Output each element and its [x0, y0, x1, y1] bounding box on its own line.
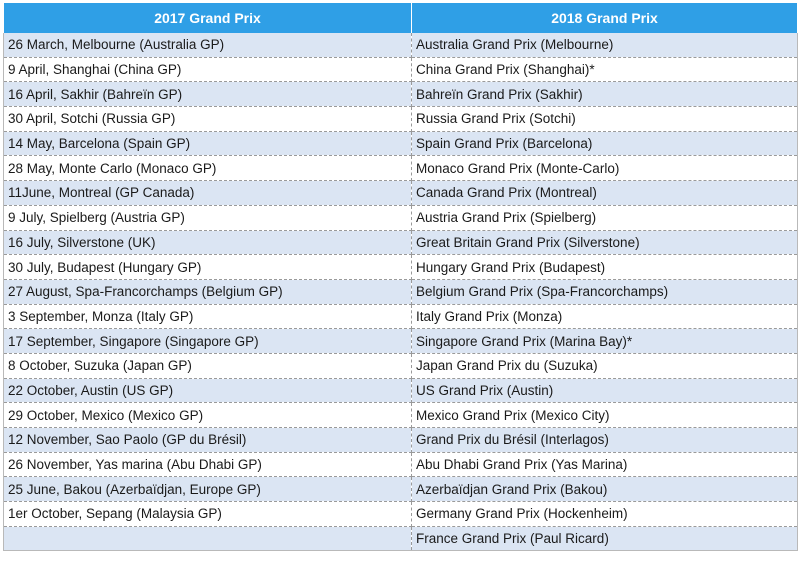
table-row: 28 May, Monte Carlo (Monaco GP) Monaco Gr… — [3, 155, 798, 182]
cell-2018-grand-prix: Belgium Grand Prix (Spa-Francorchamps) — [411, 279, 798, 305]
cell-2017-grand-prix: 30 April, Sotchi (Russia GP) — [3, 106, 412, 132]
cell-2017-grand-prix: 29 October, Mexico (Mexico GP) — [3, 402, 412, 428]
cell-2017-grand-prix: 14 May, Barcelona (Spain GP) — [3, 131, 412, 157]
table-row: 9 July, Spielberg (Austria GP) Austria Gr… — [3, 205, 798, 231]
cell-2017-grand-prix: 11June, Montreal (GP Canada) — [3, 180, 412, 206]
table-header-row: 2017 Grand Prix 2018 Grand Prix — [3, 3, 798, 33]
table-row: 14 May, Barcelona (Spain GP) Spain Grand … — [3, 131, 798, 157]
cell-2018-grand-prix: Germany Grand Prix (Hockenheim) — [411, 501, 798, 527]
cell-2017-grand-prix: 9 April, Shanghai (China GP) — [3, 57, 412, 83]
cell-2018-grand-prix: Great Britain Grand Prix (Silverstone) — [411, 230, 798, 256]
grand-prix-comparison: 2017 Grand Prix 2018 Grand Prix 26 March… — [3, 3, 798, 552]
cell-2017-grand-prix: 28 May, Monte Carlo (Monaco GP) — [3, 155, 412, 182]
cell-2017-grand-prix: 1er October, Sepang (Malaysia GP) — [3, 501, 412, 527]
cell-2018-grand-prix: France Grand Prix (Paul Ricard) — [411, 526, 798, 552]
cell-2017-grand-prix: 25 June, Bakou (Azerbaïdjan, Europe GP) — [3, 476, 412, 503]
cell-2017-grand-prix: 27 August, Spa-Francorchamps (Belgium GP… — [3, 279, 412, 305]
cell-2018-grand-prix: Mexico Grand Prix (Mexico City) — [411, 402, 798, 428]
cell-2018-grand-prix: Russia Grand Prix (Sotchi) — [411, 106, 798, 132]
table-body: 26 March, Melbourne (Australia GP) Austra… — [3, 33, 798, 552]
table-row: 11June, Montreal (GP Canada) Canada Grand… — [3, 180, 798, 206]
cell-2018-grand-prix: Japan Grand Prix du (Suzuka) — [411, 353, 798, 379]
table-row: 9 April, Shanghai (China GP) China Grand … — [3, 57, 798, 83]
cell-2018-grand-prix: Hungary Grand Prix (Budapest) — [411, 254, 798, 280]
table-row: 16 April, Sakhir (Bahreïn GP) Bahreïn Gra… — [3, 81, 798, 108]
table-row: 27 August, Spa-Francorchamps (Belgium GP… — [3, 279, 798, 305]
cell-2017-grand-prix: 3 September, Monza (Italy GP) — [3, 304, 412, 330]
table-row: 8 October, Suzuka (Japan GP) Japan Grand … — [3, 353, 798, 379]
table-row: 26 March, Melbourne (Australia GP) Austra… — [3, 33, 798, 58]
table-row: 22 October, Austin (US GP) US Grand Prix … — [3, 378, 798, 404]
grand-prix-table: 2017 Grand Prix 2018 Grand Prix 26 March… — [3, 3, 798, 552]
table-row: 26 November, Yas marina (Abu Dhabi GP) Ab… — [3, 452, 798, 478]
cell-2017-grand-prix: 9 July, Spielberg (Austria GP) — [3, 205, 412, 231]
cell-2018-grand-prix: Monaco Grand Prix (Monte-Carlo) — [411, 155, 798, 182]
column-header-2018: 2018 Grand Prix — [411, 3, 798, 33]
cell-2017-grand-prix: 16 April, Sakhir (Bahreïn GP) — [3, 81, 412, 108]
table-row: 3 September, Monza (Italy GP) Italy Grand… — [3, 304, 798, 330]
cell-2018-grand-prix: Austria Grand Prix (Spielberg) — [411, 205, 798, 231]
table-row: 12 November, Sao Paolo (GP du Brésil) Gra… — [3, 427, 798, 453]
cell-2018-grand-prix: Singapore Grand Prix (Marina Bay)* — [411, 328, 798, 354]
cell-2018-grand-prix: Abu Dhabi Grand Prix (Yas Marina) — [411, 452, 798, 478]
cell-2017-grand-prix: 26 November, Yas marina (Abu Dhabi GP) — [3, 452, 412, 478]
table-row: 29 October, Mexico (Mexico GP) Mexico Gra… — [3, 402, 798, 428]
table-row: 17 September, Singapore (Singapore GP) Si… — [3, 328, 798, 354]
cell-2017-grand-prix — [3, 526, 412, 552]
cell-2017-grand-prix: 17 September, Singapore (Singapore GP) — [3, 328, 412, 354]
cell-2018-grand-prix: Azerbaïdjan Grand Prix (Bakou) — [411, 476, 798, 503]
cell-2018-grand-prix: Spain Grand Prix (Barcelona) — [411, 131, 798, 157]
cell-2018-grand-prix: Canada Grand Prix (Montreal) — [411, 180, 798, 206]
table-row: 1er October, Sepang (Malaysia GP) Germany… — [3, 501, 798, 527]
cell-2017-grand-prix: 8 October, Suzuka (Japan GP) — [3, 353, 412, 379]
table-row: 16 July, Silverstone (UK) Great Britain G… — [3, 230, 798, 256]
cell-2018-grand-prix: Italy Grand Prix (Monza) — [411, 304, 798, 330]
table-row: 30 July, Budapest (Hungary GP) Hungary Gr… — [3, 254, 798, 280]
cell-2017-grand-prix: 22 October, Austin (US GP) — [3, 378, 412, 404]
column-header-2017: 2017 Grand Prix — [3, 3, 412, 33]
cell-2018-grand-prix: Grand Prix du Brésil (Interlagos) — [411, 427, 798, 453]
table-row: France Grand Prix (Paul Ricard) — [3, 526, 798, 552]
table-row: 30 April, Sotchi (Russia GP) Russia Grand… — [3, 106, 798, 132]
cell-2018-grand-prix: Bahreïn Grand Prix (Sakhir) — [411, 81, 798, 108]
cell-2018-grand-prix: China Grand Prix (Shanghai)* — [411, 57, 798, 83]
cell-2017-grand-prix: 30 July, Budapest (Hungary GP) — [3, 254, 412, 280]
cell-2017-grand-prix: 16 July, Silverstone (UK) — [3, 230, 412, 256]
cell-2017-grand-prix: 26 March, Melbourne (Australia GP) — [3, 33, 412, 58]
cell-2017-grand-prix: 12 November, Sao Paolo (GP du Brésil) — [3, 427, 412, 453]
table-row: 25 June, Bakou (Azerbaïdjan, Europe GP) A… — [3, 476, 798, 503]
cell-2018-grand-prix: US Grand Prix (Austin) — [411, 378, 798, 404]
cell-2018-grand-prix: Australia Grand Prix (Melbourne) — [411, 33, 798, 58]
